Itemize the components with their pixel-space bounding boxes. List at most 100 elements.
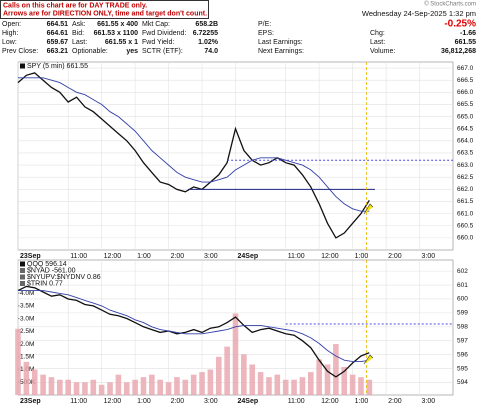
y-tick-label: 666.5 [457,77,474,84]
y-tick-label: 665.0 [457,113,474,120]
stat-label: High: [2,30,18,37]
stat-value: 74.0 [204,48,218,55]
x-tick-label: 1:00 [355,253,369,260]
stat-value: 658.2B [195,21,218,28]
x-tick-label: 1:00 [355,398,369,405]
y-tick-label: 660.5 [457,222,474,229]
volume-bar [324,364,331,395]
volume-bar [149,374,155,395]
volume-bar [199,372,205,395]
volume-bar [174,377,180,395]
stat-label: Last: [72,39,87,46]
stat-value: 6.72255 [193,30,218,37]
stat-value: 661.55 [455,39,477,46]
y-tick-label: 667.0 [457,65,474,72]
x-tick-label: 2:00 [171,398,185,405]
stat-label: EPS: [258,30,274,37]
stat-label: Next Earnings: [258,48,304,55]
arrow-icon [363,203,374,215]
y2-tick-label: 3.5M [20,303,34,310]
volume-bar [299,377,306,395]
y-tick-label: 666.0 [457,89,474,96]
watermark: © StockCharts.com [424,1,476,8]
y2-tick-label: 3.0M [20,315,34,322]
stat-label: Volume: [370,48,395,55]
x-tick-label: 1:00 [137,398,151,405]
y-tick-label: 662.5 [457,174,474,181]
y-tick-label: 594 [457,379,468,386]
x-tick-label: 23Sep [20,398,41,405]
stat-value: 661.53 x 1100 [94,30,138,37]
legend-label: QQQ 596.14 [27,261,67,268]
volume-bar [123,382,130,395]
volume-bar [316,359,322,395]
x-tick-label: 11:00 [70,398,87,405]
volume-bar [82,382,88,395]
y-tick-label: 663.5 [457,150,474,157]
stat-label: Chg: [370,30,385,37]
volume-bar [232,313,239,395]
x-tick-label: 3:00 [422,253,436,260]
note-line: Arrows are for DIRECTION ONLY, time and … [3,10,207,17]
volume-bar [140,377,147,395]
x-tick-label: 11:00 [70,253,87,260]
y-tick-label: 600 [457,296,468,303]
stat-label: Fwd Yield: [142,39,174,46]
volume-bar [57,379,63,395]
volume-bar [23,361,30,395]
volume-bar [274,374,281,395]
volume-bar [31,369,38,395]
stat-label: P/E: [258,21,271,28]
y-tick-label: 661.0 [457,210,474,217]
panel: 23Sep 11:00 12:00 1:00 2:00 3:00 24Sep 11:00 12:… [15,259,468,405]
stat-label: Ask: [72,21,86,28]
volume-bar [15,328,21,395]
stat-label: Optionable: [72,48,108,55]
stat-value: 659.67 [47,39,69,46]
x-tick-label: 11:00 [288,253,305,260]
stat-label: SCTR (ETF): [142,48,183,55]
x-tick-label: 3:00 [204,253,218,260]
x-tick-label: 3:00 [422,398,436,405]
stat-label: Mkt Cap: [142,21,170,28]
volume-bar [366,379,373,395]
x-tick-label: 24Sep [238,398,259,405]
volume-bar [358,377,364,395]
stat-label: Last Earnings: [258,39,303,46]
y-tick-label: 662.0 [457,186,474,193]
stat-label: Low: [2,39,17,46]
x-tick-label: 2:00 [171,253,185,260]
y-tick-label: 601 [457,282,468,289]
y-tick-label: 599 [457,310,468,317]
note-line: Calls on this chart are for DAY TRADE on… [3,2,147,9]
y2-tick-label: 2.5M [20,328,34,335]
stat-value: 36,812,268 [441,48,476,55]
note-box [0,0,209,19]
volume-bar [132,379,138,395]
stat-label: Prev Close: [2,48,38,55]
x-tick-label: 11:00 [288,398,305,405]
stat-label: Fwd Dividend: [142,30,186,37]
volume-bar [73,382,80,395]
volume-bar [224,346,230,395]
volume-bar [48,377,55,395]
x-tick-label: 12:00 [104,398,122,405]
stat-value: 663.21 [47,48,69,55]
stat-label: Last: [370,39,385,46]
y-tick-label: 665.5 [457,101,474,108]
volume-bar [215,356,222,395]
stat-value: 664.51 [47,21,69,28]
y-tick-label: 660.0 [457,235,474,242]
stat-label: Bid: [72,30,84,37]
legend-swatch [20,261,25,267]
volume-bar [207,369,214,395]
legend-swatch [20,274,25,280]
stat-value: yes [126,48,138,55]
legend-label: $NYUPV:$NYDNV 0.86 [27,274,101,281]
stat-value: 661.55 x 1 [105,39,138,46]
volume-bar [333,344,339,395]
panel: 23Sep 11:00 12:00 1:00 2:00 3:00 24Sep 11:00 12:… [17,61,474,260]
volume-bar [257,372,264,395]
volume-bar [307,372,314,395]
